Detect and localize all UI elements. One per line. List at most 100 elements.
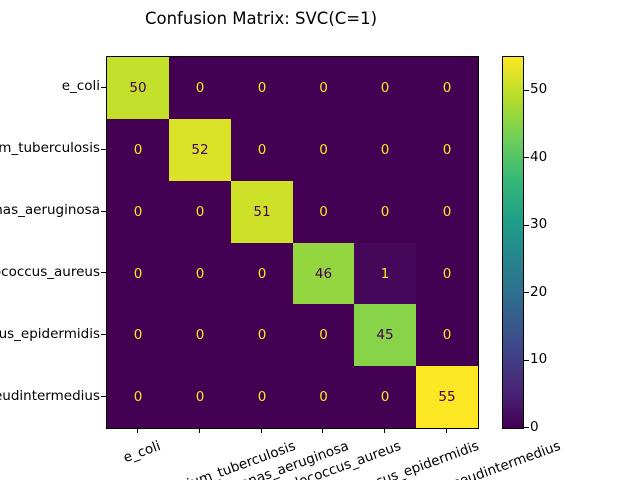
matrix-cell	[169, 243, 231, 304]
cell-value: 0	[442, 80, 452, 96]
cell-value: 0	[319, 389, 328, 405]
x-tick-mark	[261, 428, 262, 433]
matrix-cell	[231, 181, 293, 243]
matrix-cell	[107, 243, 169, 304]
matrix-cell	[293, 366, 354, 428]
matrix-cell	[354, 181, 416, 243]
colorbar-tick-label: 10	[530, 351, 548, 367]
colorbar-tick-label: 40	[530, 149, 548, 165]
matrix-cell	[169, 366, 231, 428]
x-tick-label: e_coli	[121, 438, 163, 467]
y-tick-mark	[101, 334, 106, 335]
matrix-cell	[231, 304, 293, 366]
matrix-cell	[169, 119, 231, 181]
matrix-cell	[169, 57, 231, 119]
cell-value: 1	[380, 266, 390, 282]
cell-value: 0	[257, 327, 267, 343]
cell-value: 0	[133, 204, 143, 220]
colorbar-tick-label: 30	[530, 216, 548, 232]
cell-value: 0	[442, 204, 452, 220]
colorbar-tick-mark	[524, 360, 529, 361]
colorbar-tick-mark	[524, 427, 529, 428]
cell-value: 0	[380, 204, 390, 220]
cell-value: 0	[257, 80, 267, 96]
matrix-cell	[416, 366, 478, 428]
cell-value: 0	[195, 204, 205, 220]
cell-value: 0	[380, 389, 390, 405]
matrix-cell	[293, 57, 354, 119]
matrix-cell	[416, 119, 478, 181]
matrix-cell	[354, 243, 416, 304]
matrix-cell	[416, 243, 478, 304]
cell-value: 52	[191, 142, 209, 158]
cell-value: 0	[133, 327, 143, 343]
colorbar-tick-mark	[524, 157, 529, 158]
matrix-cell	[169, 181, 231, 243]
cell-value: 0	[319, 142, 328, 158]
cell-value: 0	[319, 80, 328, 96]
y-tick-mark	[101, 211, 106, 212]
cell-value: 0	[442, 327, 452, 343]
matrix-cell	[416, 57, 478, 119]
matrix-cell	[231, 57, 293, 119]
x-tick-mark	[137, 428, 138, 433]
cell-value: 0	[380, 80, 390, 96]
cell-value: 55	[438, 389, 456, 405]
y-tick-label: pseudomonas_aeruginosa	[0, 202, 100, 218]
matrix-cell	[416, 181, 478, 243]
x-tick-mark	[446, 428, 447, 433]
y-tick-mark	[101, 87, 106, 88]
matrix-cell	[354, 119, 416, 181]
colorbar-tick-label: 20	[530, 284, 548, 300]
matrix-cell	[107, 366, 169, 428]
cell-value: 0	[133, 142, 143, 158]
y-tick-label: staphylococcus_pseudintermedius	[0, 388, 100, 404]
colorbar-tick-mark	[524, 90, 529, 91]
cell-value: 0	[380, 142, 390, 158]
y-tick-label: staphylococcus_aureus	[0, 264, 100, 280]
matrix-cell	[231, 366, 293, 428]
matrix-cell	[293, 243, 354, 304]
y-tick-label: staphylococcus_epidermidis	[0, 326, 100, 342]
colorbar-tick-label: 50	[530, 81, 548, 97]
cell-value: 0	[195, 389, 205, 405]
matrix-cell	[231, 243, 293, 304]
x-tick-mark	[322, 428, 323, 433]
matrix-cell	[231, 119, 293, 181]
cell-value: 45	[376, 327, 394, 343]
heatmap-axes: 50 0 0 0 0 0 0 52 0 0 0 0 0 0 51 0 0 0 0 0 0 46 1 0 0 0 0 0 45 0 0 0 0 0 0…	[106, 56, 479, 429]
matrix-cell	[293, 181, 354, 243]
cell-value: 50	[129, 80, 147, 96]
cell-value: 0	[257, 142, 267, 158]
cell-value: 0	[195, 266, 205, 282]
cell-value: 0	[195, 80, 205, 96]
cell-value: 0	[257, 266, 267, 282]
cell-value: 0	[257, 389, 267, 405]
matrix-cell	[416, 304, 478, 366]
cell-value: 0	[319, 204, 328, 220]
cell-value: 0	[319, 327, 328, 343]
matrix-cell	[293, 304, 354, 366]
cell-value: 0	[442, 142, 452, 158]
y-tick-mark	[101, 396, 106, 397]
y-tick-mark	[101, 272, 106, 273]
y-tick-mark	[101, 149, 106, 150]
matrix-cell	[107, 57, 169, 119]
cell-value: 0	[195, 327, 205, 343]
colorbar-tick-mark	[524, 292, 529, 293]
cell-value: 46	[314, 266, 333, 282]
x-tick-mark	[199, 428, 200, 433]
chart-title: Confusion Matrix: SVC(C=1)	[144, 9, 378, 28]
y-tick-label: mycobacterium_tuberculosis	[0, 140, 100, 156]
x-tick-mark	[384, 428, 385, 433]
cell-value: 0	[133, 266, 143, 282]
cell-value: 51	[253, 204, 271, 220]
matrix-cell	[107, 119, 169, 181]
colorbar-tick-label: 0	[530, 419, 539, 435]
cell-value: 0	[133, 389, 143, 405]
matrix-cell	[169, 304, 231, 366]
matrix-cell	[107, 181, 169, 243]
matrix-cell	[354, 304, 416, 366]
matrix-cell	[107, 304, 169, 366]
